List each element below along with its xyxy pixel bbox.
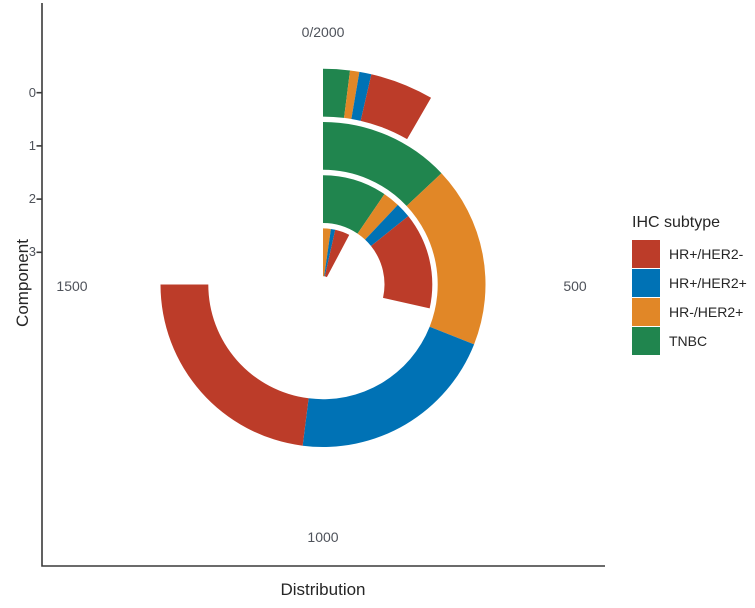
legend-item-tnbc: TNBC xyxy=(632,327,755,355)
arc-component1-hr-her2- xyxy=(302,326,475,448)
legend-title: IHC subtype xyxy=(632,214,721,231)
arc-component1-hr-her2- xyxy=(406,173,486,345)
arc-component0-tnbc xyxy=(323,68,351,118)
y-tick-label-1: 1 xyxy=(28,137,36,153)
legend-swatch-red xyxy=(632,240,660,268)
arc-component3-hr-her2- xyxy=(324,229,350,278)
x-axis-title: Distribution xyxy=(280,580,366,599)
arc-component2-hr-her2- xyxy=(357,194,398,240)
legend-label: HR+/HER2+ xyxy=(669,275,747,291)
legend-item-hr-neg-her2-pos: HR-/HER2+ xyxy=(632,298,755,326)
arc-component1-hr-her2- xyxy=(160,284,309,446)
theta-label-0-2000: 0/2000 xyxy=(301,24,345,40)
arc-component3-hr-her2- xyxy=(324,228,336,277)
y-tick-label-2: 2 xyxy=(28,191,36,207)
legend-item-hr-pos-her2-pos: HR+/HER2+ xyxy=(632,269,755,297)
y-tick-label-0: 0 xyxy=(28,84,36,100)
theta-label-500: 500 xyxy=(563,278,587,294)
legend-swatch-orange xyxy=(632,298,660,326)
legend-label: HR-/HER2+ xyxy=(669,304,744,320)
arc-component0-hr-her2- xyxy=(344,70,360,120)
y-axis-title: Component xyxy=(13,239,32,327)
arc-component2-tnbc xyxy=(323,175,385,234)
legend-item-hr-pos-her2-neg: HR+/HER2- xyxy=(632,240,755,268)
legend-label: HR+/HER2- xyxy=(669,246,744,262)
theta-label-1000: 1000 xyxy=(307,529,339,545)
arc-component2-hr-her2- xyxy=(371,216,433,309)
legend: IHC subtype HR+/HER2- HR+/HER2+ HR-/HER2… xyxy=(632,214,755,356)
legend-swatch-blue xyxy=(632,269,660,297)
chart-rings xyxy=(160,68,486,448)
y-tick-label-3: 3 xyxy=(28,244,36,260)
legend-label: TNBC xyxy=(669,333,708,349)
arc-component0-hr-her2- xyxy=(360,74,432,140)
arc-component3-hr-her2- xyxy=(323,228,331,277)
axis-tick-marks xyxy=(36,91,42,254)
arc-component2-hr-her2- xyxy=(365,204,409,247)
arc-component0-hr-her2- xyxy=(351,71,372,121)
axis-lines xyxy=(41,3,605,567)
arc-component1-tnbc xyxy=(323,121,442,206)
theta-label-1500: 1500 xyxy=(56,278,88,294)
legend-swatch-green xyxy=(632,327,660,355)
